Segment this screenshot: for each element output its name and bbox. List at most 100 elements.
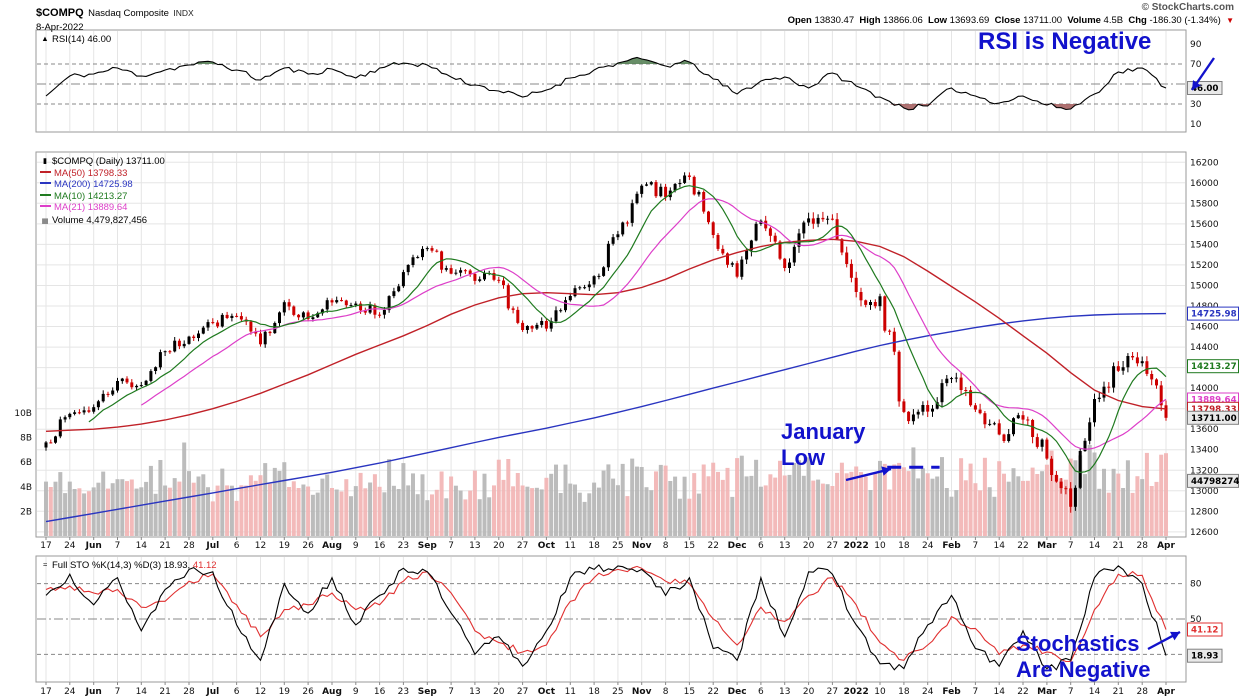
svg-text:25: 25 — [612, 541, 623, 551]
svg-text:21: 21 — [1113, 687, 1124, 697]
chart-header: $COMPQ Nasdaq Composite INDX 8-Apr-2022 — [36, 3, 194, 33]
ma50-legend-label: MA(50) 13798.33 — [54, 167, 128, 179]
ma10-legend-label: MA(10) 14213.27 — [54, 190, 128, 202]
svg-text:14: 14 — [136, 687, 148, 697]
svg-text:13400: 13400 — [1190, 446, 1219, 456]
svg-text:23: 23 — [398, 687, 409, 697]
ma21-legend-row: MA(21) 13889.64 — [40, 202, 165, 214]
stockcharts-credit-link[interactable]: © StockCharts.com — [1141, 2, 1234, 13]
svg-text:12800: 12800 — [1190, 507, 1219, 517]
svg-text:7: 7 — [115, 541, 121, 551]
svg-text:2B: 2B — [20, 507, 32, 517]
sto-d-value: 41.12 — [192, 560, 217, 571]
svg-text:Nov: Nov — [632, 541, 652, 551]
svg-text:7: 7 — [1068, 541, 1074, 551]
svg-text:12: 12 — [255, 687, 266, 697]
svg-text:Aug: Aug — [322, 687, 342, 697]
svg-text:30: 30 — [1190, 100, 1202, 110]
svg-text:13200: 13200 — [1190, 466, 1219, 476]
svg-text:16000: 16000 — [1190, 179, 1219, 189]
svg-text:18: 18 — [588, 541, 600, 551]
svg-text:20: 20 — [803, 687, 815, 697]
rsi-legend-icon: ▲ — [41, 34, 49, 43]
svg-text:28: 28 — [1136, 687, 1148, 697]
svg-text:Aug: Aug — [322, 541, 342, 551]
svg-text:17: 17 — [40, 541, 51, 551]
svg-text:15: 15 — [684, 687, 695, 697]
annotation-stochastics-negative: Stochastics Are Negative — [1016, 631, 1151, 683]
svg-text:Sep: Sep — [418, 687, 438, 697]
svg-text:23: 23 — [398, 541, 409, 551]
ma10-line-icon — [40, 193, 51, 196]
ma10-legend-row: MA(10) 14213.27 — [40, 191, 165, 203]
svg-text:19: 19 — [279, 687, 291, 697]
sto-legend-label: Full STO %K(14,3) %D(3) — [52, 560, 162, 571]
svg-text:2022: 2022 — [844, 541, 869, 551]
svg-text:27: 27 — [827, 687, 838, 697]
svg-text:19: 19 — [279, 541, 291, 551]
symbol-line: $COMPQ Nasdaq Composite INDX — [36, 3, 194, 21]
ma50-legend-row: MA(50) 13798.33 — [40, 168, 165, 180]
svg-text:Mar: Mar — [1037, 541, 1057, 551]
svg-text:Feb: Feb — [942, 541, 961, 551]
chart-date: 8-Apr-2022 — [36, 22, 84, 33]
rsi-legend-label: RSI(14) 46.00 — [52, 34, 112, 45]
svg-text:Sep: Sep — [418, 541, 438, 551]
svg-text:15600: 15600 — [1190, 220, 1219, 230]
svg-text:11: 11 — [565, 687, 576, 697]
svg-text:15: 15 — [684, 541, 695, 551]
svg-text:15400: 15400 — [1190, 240, 1219, 250]
sto-legend: ≈ Full STO %K(14,3) %D(3) 18.93, 41.12 — [40, 559, 217, 572]
svg-text:24: 24 — [922, 541, 934, 551]
annotation-january-low-line1: January — [781, 419, 866, 444]
svg-text:7: 7 — [1068, 687, 1074, 697]
svg-text:Apr: Apr — [1157, 687, 1175, 697]
svg-text:9: 9 — [353, 687, 359, 697]
symbol-ticker: $COMPQ — [36, 7, 84, 19]
price-legend-label: $COMPQ (Daily) 13711.00 — [52, 156, 165, 167]
svg-text:26: 26 — [302, 687, 314, 697]
volume-legend-row: ▅ Volume 4,479,827,456 — [40, 214, 165, 227]
svg-text:17: 17 — [40, 687, 51, 697]
svg-text:13000: 13000 — [1190, 487, 1219, 497]
svg-text:14: 14 — [1089, 541, 1101, 551]
svg-text:21: 21 — [159, 541, 170, 551]
svg-text:13798.33: 13798.33 — [1191, 405, 1237, 415]
svg-text:8: 8 — [663, 541, 669, 551]
svg-text:18.93: 18.93 — [1191, 652, 1218, 662]
svg-text:22: 22 — [1017, 541, 1028, 551]
svg-text:13889.64: 13889.64 — [1191, 395, 1237, 405]
svg-text:10: 10 — [874, 541, 886, 551]
svg-text:14725.98: 14725.98 — [1191, 310, 1237, 320]
candlestick-icon: ▮ — [42, 156, 48, 165]
svg-text:24: 24 — [64, 687, 76, 697]
svg-text:20: 20 — [493, 541, 505, 551]
svg-text:Oct: Oct — [538, 541, 556, 551]
rsi-legend: ▲ RSI(14) 46.00 — [40, 33, 111, 46]
volume-legend-label: Volume 4,479,827,456 — [52, 214, 148, 226]
svg-text:27: 27 — [517, 541, 528, 551]
svg-text:6B: 6B — [20, 458, 32, 468]
svg-text:6: 6 — [234, 541, 240, 551]
svg-text:14: 14 — [993, 541, 1005, 551]
svg-text:7: 7 — [448, 541, 454, 551]
svg-text:41.12: 41.12 — [1191, 625, 1218, 635]
svg-text:7: 7 — [448, 687, 454, 697]
svg-text:21: 21 — [159, 687, 170, 697]
svg-text:10: 10 — [1190, 120, 1202, 130]
svg-text:10B: 10B — [14, 409, 32, 419]
svg-text:Jun: Jun — [85, 687, 102, 697]
svg-text:18: 18 — [898, 541, 910, 551]
svg-text:12: 12 — [255, 541, 266, 551]
symbol-name: Nasdaq Composite — [88, 8, 169, 19]
ma200-legend-row: MA(200) 14725.98 — [40, 179, 165, 191]
svg-text:14213.27: 14213.27 — [1191, 362, 1237, 372]
svg-text:Nov: Nov — [632, 687, 652, 697]
ma50-line-icon — [40, 170, 51, 173]
svg-text:7: 7 — [973, 541, 979, 551]
sto-legend-icon: ≈ — [42, 560, 48, 569]
svg-text:26: 26 — [302, 541, 314, 551]
svg-text:14600: 14600 — [1190, 323, 1219, 333]
svg-text:28: 28 — [183, 687, 195, 697]
